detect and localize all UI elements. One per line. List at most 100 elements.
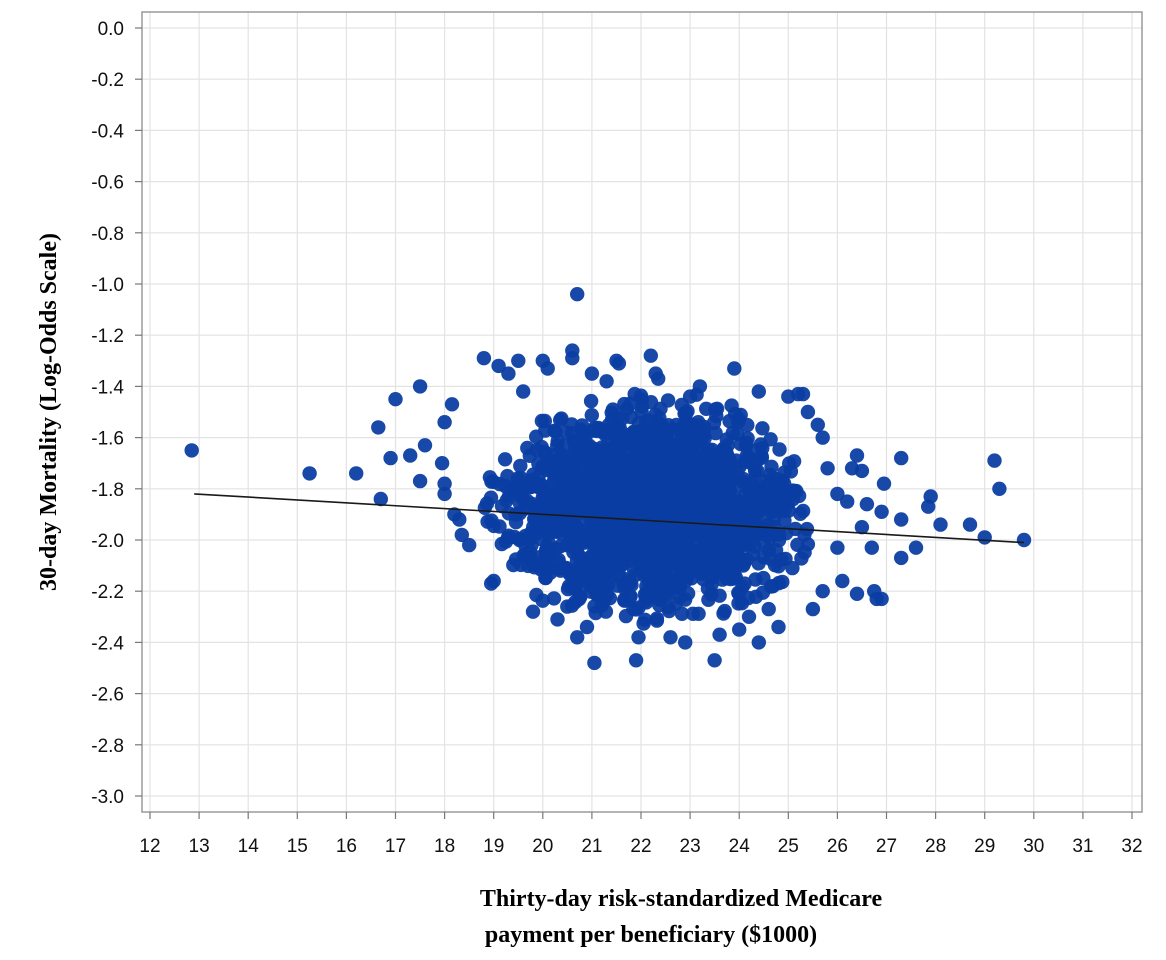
data-point	[605, 402, 621, 417]
data-point	[573, 498, 589, 513]
x-tick-label: 14	[238, 836, 260, 857]
data-point	[500, 530, 516, 545]
data-point	[486, 474, 501, 489]
data-point	[568, 579, 583, 595]
data-point	[791, 488, 807, 504]
data-point	[525, 604, 541, 619]
data-point	[755, 421, 770, 436]
data-point	[653, 401, 668, 416]
data-point	[693, 517, 709, 533]
data-point	[628, 653, 644, 668]
data-point	[662, 450, 678, 466]
data-point	[462, 537, 477, 553]
data-point	[639, 585, 654, 600]
data-point	[434, 456, 450, 471]
data-point	[775, 574, 790, 590]
data-point	[633, 388, 649, 403]
data-point	[752, 478, 767, 494]
data-point	[722, 548, 737, 564]
data-point	[593, 480, 608, 495]
data-point	[631, 630, 646, 645]
x-tick-label: 16	[336, 836, 357, 857]
data-point	[503, 482, 518, 497]
data-point	[761, 601, 776, 617]
data-point	[876, 476, 892, 491]
data-point	[820, 461, 835, 476]
data-point	[403, 448, 418, 463]
data-point	[560, 599, 575, 614]
data-point	[739, 435, 754, 451]
data-point	[511, 353, 526, 368]
plot-frame	[141, 11, 1143, 813]
x-tick-label: 13	[189, 836, 210, 857]
data-point	[830, 486, 845, 502]
data-point	[561, 457, 576, 473]
y-tick-label: -2.2	[91, 582, 124, 603]
data-point	[452, 512, 467, 527]
data-point	[764, 459, 779, 474]
data-point	[727, 361, 742, 376]
y-tick-label: -3.0	[91, 787, 124, 808]
data-point	[618, 608, 634, 624]
data-point	[476, 351, 492, 366]
data-point	[685, 439, 700, 455]
data-point	[501, 366, 516, 381]
data-point	[383, 450, 398, 466]
data-point	[815, 584, 830, 599]
data-point	[795, 386, 811, 402]
data-point	[614, 443, 629, 459]
y-tick-label: -0.6	[91, 173, 124, 194]
data-point	[373, 491, 388, 507]
data-point	[547, 423, 562, 438]
x-tick-label: 28	[925, 836, 946, 857]
data-point	[701, 442, 716, 457]
data-point	[774, 480, 789, 495]
data-point	[662, 554, 678, 569]
data-point	[908, 540, 924, 555]
data-point	[709, 401, 725, 416]
data-point	[587, 655, 602, 671]
data-point	[531, 521, 546, 536]
data-point	[579, 619, 595, 635]
x-tick-label: 30	[1023, 836, 1044, 857]
data-point	[583, 393, 599, 409]
y-tick-label: -1.4	[91, 377, 124, 398]
data-point	[653, 590, 668, 605]
data-point	[674, 452, 690, 468]
data-point	[1016, 532, 1032, 548]
data-point	[599, 530, 614, 545]
data-point	[479, 496, 495, 511]
x-tick-label: 23	[680, 836, 701, 857]
data-point	[651, 371, 666, 386]
data-point	[454, 527, 469, 543]
data-point	[629, 487, 644, 503]
data-point	[547, 511, 562, 526]
y-tick-label: -1.8	[91, 480, 124, 501]
data-point	[894, 550, 909, 566]
data-point	[649, 611, 665, 626]
data-point	[631, 552, 646, 567]
y-tick-label: -2.4	[91, 633, 124, 654]
data-point	[701, 592, 716, 607]
data-point	[854, 520, 870, 535]
data-point	[733, 509, 748, 524]
data-point	[444, 397, 460, 412]
data-point	[725, 425, 740, 441]
data-point	[864, 540, 879, 555]
y-tick-label: -0.4	[91, 121, 124, 142]
data-point	[559, 560, 574, 576]
data-point	[674, 606, 690, 621]
data-point	[656, 573, 671, 588]
data-point	[371, 420, 386, 435]
data-point	[691, 606, 706, 621]
data-point	[724, 472, 739, 487]
data-point	[874, 591, 889, 607]
data-point	[639, 439, 655, 454]
data-point	[586, 556, 601, 571]
data-point	[655, 418, 670, 434]
data-point	[678, 635, 693, 650]
data-point	[617, 396, 632, 412]
y-tick-label: -1.2	[91, 326, 124, 347]
data-point	[605, 554, 620, 569]
data-point	[497, 452, 513, 467]
